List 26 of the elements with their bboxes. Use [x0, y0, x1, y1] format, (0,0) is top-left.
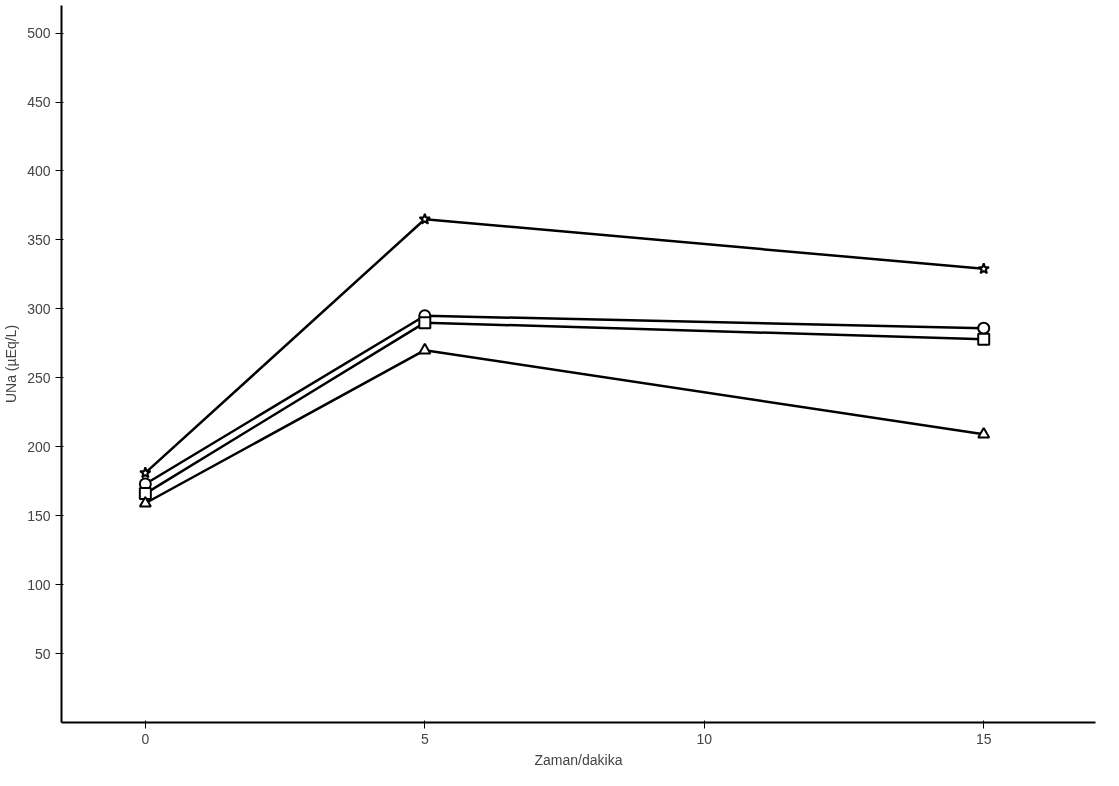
point	[138, 487, 152, 501]
point	[138, 495, 152, 508]
y-tick-label: 200	[27, 438, 51, 455]
y-tick-label: 350	[27, 231, 51, 248]
y-tick-label: 50	[34, 645, 51, 662]
y-axis-title: UNa (µEq/L)	[3, 324, 20, 404]
point	[977, 332, 991, 346]
point	[418, 212, 432, 225]
x-tick-label: 5	[420, 730, 429, 747]
y-tick-label: 300	[27, 300, 51, 317]
x-tick-label: 10	[696, 730, 713, 747]
y-tick-label: 450	[27, 94, 51, 111]
y-tick-label: 150	[27, 507, 51, 524]
x-tick-label: 0	[141, 730, 150, 747]
x-axis-title: Zaman/dakika	[534, 751, 623, 768]
y-tick-label: 400	[27, 162, 51, 179]
y-tick-label: 500	[27, 25, 51, 42]
point	[418, 316, 432, 330]
point	[139, 466, 152, 479]
point	[977, 262, 990, 275]
y-tick-label: 250	[27, 369, 51, 386]
y-tick-label: 100	[27, 576, 51, 593]
point	[977, 321, 991, 335]
point	[418, 342, 432, 355]
point	[977, 426, 991, 439]
x-tick-label: 15	[975, 730, 992, 747]
